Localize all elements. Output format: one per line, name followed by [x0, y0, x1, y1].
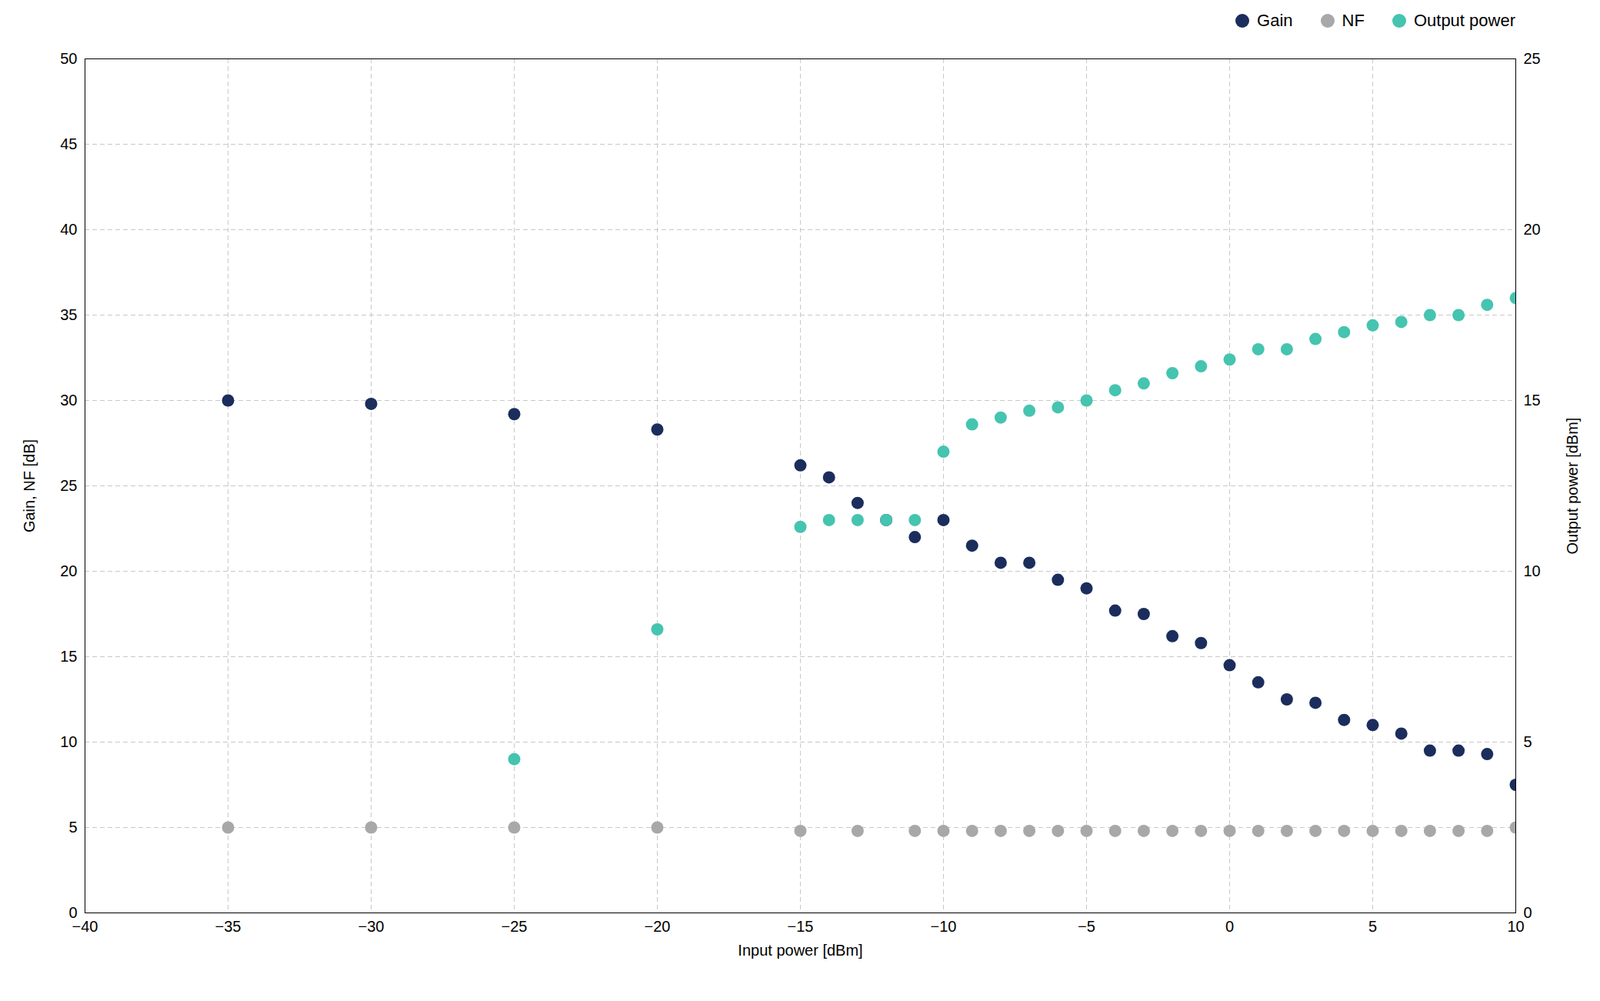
- svg-text:20: 20: [1523, 220, 1541, 238]
- html-text:NF: NF: [1342, 10, 1365, 30]
- svg-text:10: 10: [1506, 917, 1524, 935]
- svg-text:15: 15: [1523, 391, 1541, 409]
- svg-text:−35: −35: [215, 917, 242, 935]
- svg-text:−15: −15: [787, 917, 814, 935]
- svg-text:Output power [dBm]: Output power [dBm]: [1563, 417, 1581, 555]
- svg-text:5: 5: [1368, 917, 1377, 935]
- svg-text:35: 35: [60, 306, 77, 324]
- html-text:Output power: Output power: [1413, 10, 1516, 30]
- svg-text:−30: −30: [358, 917, 385, 935]
- svg-text:15: 15: [60, 647, 77, 665]
- svg-text:−10: −10: [930, 917, 957, 935]
- svg-text:30: 30: [60, 391, 77, 409]
- svg-text:0: 0: [1523, 903, 1533, 921]
- svg-text:5: 5: [68, 818, 77, 836]
- svg-text:50: 50: [60, 50, 77, 67]
- html-text:Gain: Gain: [1257, 10, 1293, 30]
- svg-text:−25: −25: [501, 917, 528, 935]
- svg-text:40: 40: [60, 220, 77, 238]
- svg-text:10: 10: [1523, 562, 1541, 580]
- svg-text:10: 10: [60, 733, 77, 750]
- svg-text:−20: −20: [644, 917, 671, 935]
- svg-text:25: 25: [60, 476, 77, 494]
- svg-text:20: 20: [60, 562, 77, 580]
- svg-text:−40: −40: [71, 917, 99, 935]
- svg-text:5: 5: [1523, 733, 1533, 750]
- svg-text:0: 0: [1225, 917, 1234, 935]
- svg-text:Input power [dBm]: Input power [dBm]: [737, 941, 863, 959]
- svg-text:0: 0: [68, 903, 77, 921]
- svg-text:Gain, NF [dB]: Gain, NF [dB]: [20, 439, 38, 533]
- svg-text:45: 45: [60, 135, 77, 153]
- svg-text:25: 25: [1523, 50, 1541, 67]
- svg-text:−5: −5: [1077, 917, 1096, 935]
